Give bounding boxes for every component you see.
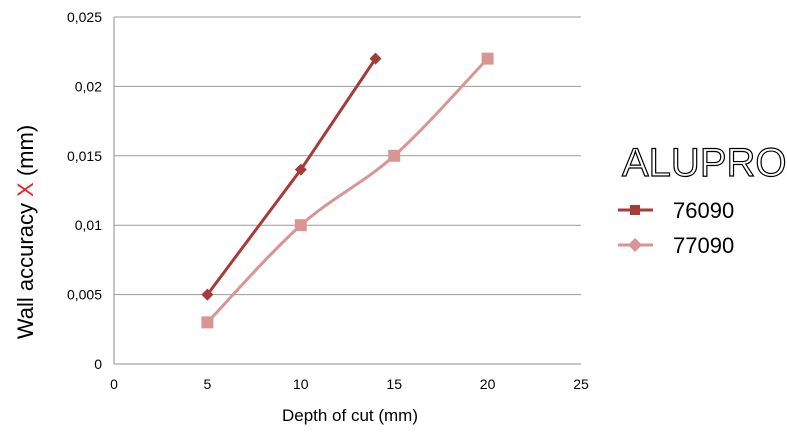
y-tick-label: 0,02 xyxy=(75,78,102,94)
series-77090 xyxy=(201,52,494,329)
data-point xyxy=(201,316,214,329)
grid-lines xyxy=(113,16,581,365)
y-axis-title-accent: X xyxy=(13,182,38,197)
legend-item-77090: 77090 xyxy=(618,233,734,258)
data-point xyxy=(388,149,401,162)
data-point xyxy=(294,219,307,232)
legend-label: 76090 xyxy=(673,198,734,223)
y-axis-title: Wall accuracy X (mm) xyxy=(13,125,38,339)
y-tick-label: 0,01 xyxy=(75,217,102,233)
data-point xyxy=(294,163,307,176)
legend-label: 77090 xyxy=(673,233,734,258)
legend-title: ALUPRO xyxy=(622,141,787,185)
series-line-77090 xyxy=(206,57,489,324)
y-tick-labels: 0 0,005 0,01 0,015 0,02 0,025 xyxy=(67,9,102,372)
series-76090 xyxy=(201,52,382,301)
x-tick-labels: 0 5 10 15 20 25 xyxy=(110,376,589,392)
series-line-76090 xyxy=(206,57,377,296)
legend: ALUPRO 76090 77090 xyxy=(618,140,787,258)
y-axis-title-tail: (mm) xyxy=(13,125,38,182)
y-tick-label: 0,005 xyxy=(67,287,102,303)
legend-item-76090: 76090 xyxy=(618,198,734,223)
legend-marker xyxy=(628,238,642,252)
series-group xyxy=(201,52,494,329)
x-tick-label: 20 xyxy=(480,376,496,392)
y-tick-label: 0,015 xyxy=(67,148,102,164)
y-tick-label: 0 xyxy=(94,356,102,372)
data-point xyxy=(201,288,214,301)
x-tick-label: 10 xyxy=(293,376,309,392)
legend-marker xyxy=(630,205,640,215)
x-tick-label: 5 xyxy=(204,376,212,392)
x-tick-label: 15 xyxy=(386,376,402,392)
x-tick-label: 25 xyxy=(573,376,589,392)
y-axis-title-main: Wall accuracy xyxy=(13,197,38,339)
x-axis-title: Depth of cut (mm) xyxy=(282,406,418,425)
data-point xyxy=(369,52,382,65)
y-tick-label: 0,025 xyxy=(67,9,102,25)
data-point xyxy=(481,52,494,65)
x-tick-label: 0 xyxy=(110,376,118,392)
